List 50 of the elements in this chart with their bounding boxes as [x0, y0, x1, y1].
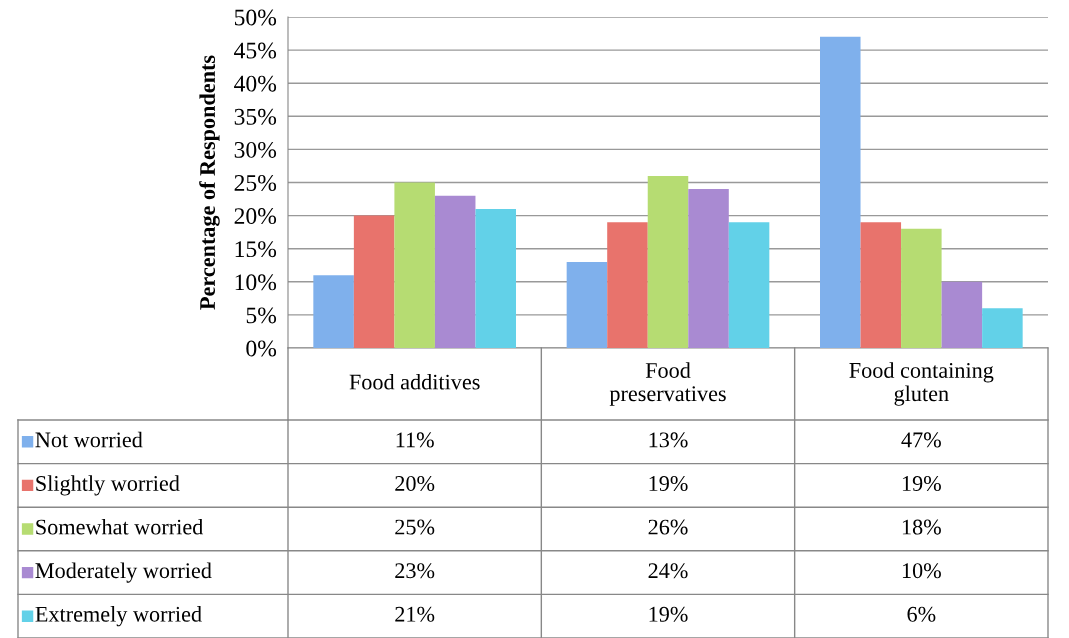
x-tick-label: Food containing gluten [849, 362, 994, 406]
bar [820, 36, 861, 348]
bar [394, 182, 435, 348]
data-label: 25% [395, 519, 435, 535]
y-tick-label: 15% [235, 241, 277, 258]
bar [728, 222, 770, 348]
legend-label: Not worried [35, 431, 143, 448]
bar [982, 308, 1023, 348]
y-tick-label: 40% [234, 75, 277, 92]
bar [860, 222, 902, 348]
x-tick-label: Food additives [349, 373, 480, 390]
y-tick-label: 25% [234, 174, 277, 191]
data-label: 47% [901, 432, 941, 448]
bar [313, 275, 354, 348]
bar [647, 175, 689, 348]
data-label: 19% [649, 606, 688, 622]
legend-label: Moderately worried [35, 562, 212, 583]
y-tick-label: 35% [234, 108, 277, 125]
data-label: 6% [907, 606, 936, 622]
x-tick-label: Food preservatives [609, 362, 726, 406]
y-tick-label: 5% [246, 307, 277, 324]
y-axis-title: Percentage of Respondents [199, 55, 220, 310]
y-tick-label: 10% [235, 274, 277, 291]
data-label: 26% [648, 519, 688, 535]
data-label: 19% [649, 475, 688, 492]
bar [607, 222, 648, 348]
y-tick-label: 20% [234, 208, 277, 225]
bar [475, 208, 516, 348]
bar [353, 215, 395, 348]
data-label: 23% [395, 563, 435, 579]
y-tick-label: 50% [234, 9, 277, 26]
y-tick-label: 30% [234, 141, 277, 158]
data-label: 20% [395, 475, 435, 492]
y-tick-label: 45% [234, 42, 277, 59]
bar [688, 189, 729, 348]
data-label: 10% [902, 563, 941, 579]
data-label: 19% [902, 475, 941, 492]
data-label: 18% [902, 519, 941, 535]
y-tick-label: 0% [246, 340, 277, 357]
data-label: 11% [396, 432, 434, 448]
bar [566, 261, 608, 348]
legend-label: Slightly worried [36, 475, 180, 496]
bar [901, 228, 942, 348]
data-label: 24% [648, 563, 688, 579]
data-label: 21% [395, 606, 435, 622]
data-label: 13% [649, 432, 688, 448]
bar [941, 281, 983, 348]
bar [434, 195, 476, 348]
legend-label: Extremely worried [35, 606, 202, 627]
legend-label: Somewhat worried [36, 518, 204, 535]
